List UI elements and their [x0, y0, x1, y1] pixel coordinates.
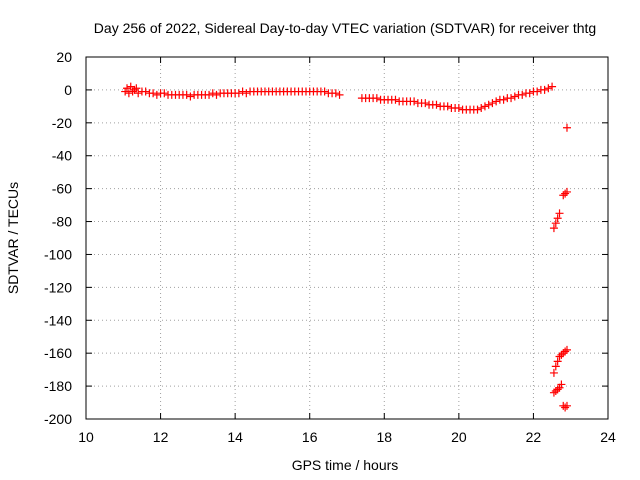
data-point	[553, 357, 562, 366]
data-point	[473, 105, 482, 114]
data-point	[551, 362, 560, 371]
data-point	[132, 84, 141, 93]
data-point	[205, 90, 214, 99]
data-point	[555, 383, 564, 392]
data-point	[540, 85, 549, 94]
y-tick-label: -40	[52, 148, 72, 164]
x-tick-label: 12	[153, 429, 169, 445]
data-point	[548, 82, 557, 91]
x-tick-label: 20	[451, 429, 467, 445]
axis-ticks	[85, 56, 609, 420]
data-point	[477, 104, 486, 113]
y-tick-label: 20	[56, 49, 72, 65]
data-point	[562, 401, 571, 410]
data-point	[549, 224, 558, 233]
data-point	[124, 89, 133, 98]
data-point	[561, 347, 570, 356]
data-point	[234, 89, 243, 98]
data-point	[544, 84, 553, 93]
data-point	[555, 209, 564, 218]
y-tick-label: 0	[64, 82, 72, 98]
x-tick-label: 24	[600, 429, 616, 445]
data-point	[510, 92, 519, 101]
y-tick-label: -180	[44, 378, 72, 394]
data-point	[128, 87, 137, 96]
data-point	[518, 90, 527, 99]
y-tick-label: -200	[44, 411, 72, 427]
data-point	[525, 89, 534, 98]
data-point	[549, 388, 558, 397]
x-tick-label: 22	[526, 429, 542, 445]
chart-title: Day 256 of 2022, Sidereal Day-to-day VTE…	[94, 20, 596, 36]
data-point	[562, 345, 571, 354]
data-points	[121, 82, 571, 412]
data-point	[484, 100, 493, 109]
data-point	[182, 90, 191, 99]
data-point	[533, 87, 542, 96]
data-point	[492, 97, 501, 106]
data-point	[242, 89, 251, 98]
data-point	[320, 87, 329, 96]
data-point	[551, 219, 560, 228]
data-point	[551, 387, 560, 396]
data-point	[454, 104, 463, 113]
data-point	[488, 99, 497, 108]
x-axis-label: GPS time / hours	[292, 457, 399, 473]
data-point	[559, 191, 568, 200]
data-point	[410, 97, 419, 106]
data-point	[549, 368, 558, 377]
data-point	[557, 350, 566, 359]
y-tick-label: -20	[52, 115, 72, 131]
data-point	[208, 89, 217, 98]
data-point	[559, 349, 568, 358]
y-axis-label: SDTVAR / TECUs	[5, 182, 21, 294]
data-point	[562, 187, 571, 196]
x-tick-label: 14	[227, 429, 243, 445]
data-point	[561, 189, 570, 198]
data-point	[152, 90, 161, 99]
data-point	[149, 89, 158, 98]
data-point	[562, 123, 571, 132]
data-point	[238, 87, 247, 96]
y-tick-label: -80	[52, 214, 72, 230]
x-tick-label: 10	[78, 429, 94, 445]
data-point	[186, 92, 195, 101]
grid-lines	[86, 57, 608, 419]
data-point	[331, 89, 340, 98]
data-point	[212, 90, 221, 99]
y-tick-labels: 20 0 -20 -40 -60 -80 -100 -120 -140 -160 -180 -200	[44, 49, 72, 427]
data-point	[391, 95, 400, 104]
y-tick-label: -140	[44, 312, 72, 328]
x-tick-labels: 10 12 14 16 18 20 22 24	[78, 429, 616, 445]
data-point	[553, 214, 562, 223]
data-point	[553, 385, 562, 394]
data-point	[372, 94, 381, 103]
data-point	[507, 94, 516, 103]
data-point	[499, 95, 508, 104]
data-point	[480, 102, 489, 111]
data-point	[130, 85, 139, 94]
y-tick-label: -120	[44, 279, 72, 295]
x-tick-label: 18	[376, 429, 392, 445]
data-point	[134, 89, 143, 98]
data-point	[123, 84, 132, 93]
data-point	[432, 100, 441, 109]
y-tick-label: -60	[52, 181, 72, 197]
data-point	[557, 380, 566, 389]
data-point	[335, 90, 344, 99]
data-point	[141, 87, 150, 96]
data-point	[121, 87, 130, 96]
plot-border	[85, 56, 609, 420]
data-point	[443, 102, 452, 111]
y-tick-label: -100	[44, 246, 72, 262]
x-tick-label: 16	[302, 429, 318, 445]
data-point	[126, 82, 135, 91]
data-point	[421, 99, 430, 108]
data-point	[160, 89, 169, 98]
data-point	[555, 352, 564, 361]
data-point	[561, 403, 570, 412]
y-tick-label: -160	[44, 345, 72, 361]
